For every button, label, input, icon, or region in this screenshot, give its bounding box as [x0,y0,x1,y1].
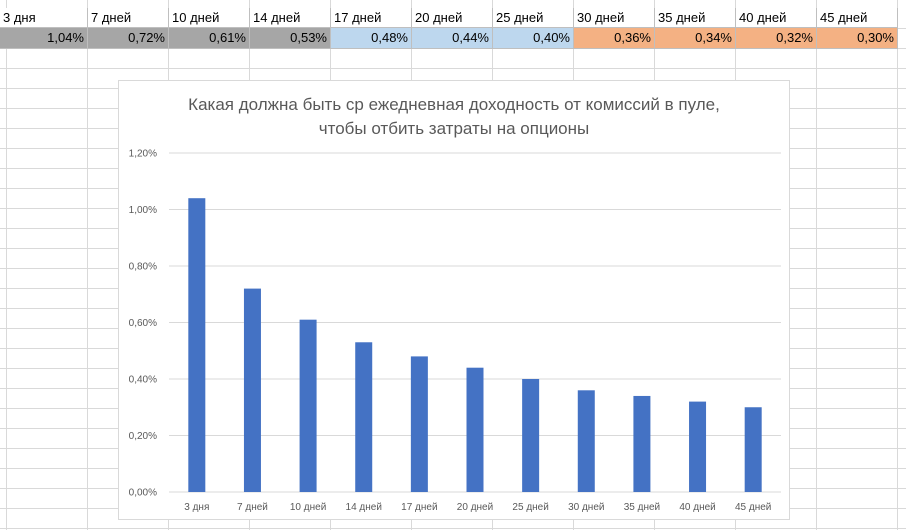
value-cell[interactable]: 0,61% [169,28,250,49]
x-tick-label: 45 дней [735,502,771,513]
x-tick-label: 25 дней [512,502,548,513]
value-cell[interactable]: 0,48% [331,28,412,49]
chart-plot: 0,00% 0,20% 0,40% 0,60% 0,80% 1,00% 1,20% 3 дня… [129,149,781,513]
chart-title-line-1: Какая должна быть ср ежедневная доходнос… [188,95,720,114]
bar[interactable] [633,395,651,492]
header-cell[interactable]: 30 дней [574,8,655,28]
value-cell[interactable]: 0,32% [736,28,817,49]
value-cell[interactable]: 0,53% [250,28,331,49]
header-cell[interactable]: 17 дней [331,8,412,28]
x-tick-label: 10 дней [290,502,326,513]
header-row: 3 дня 7 дней 10 дней 14 дней 17 дней 20 дней 2… [0,8,906,28]
bar[interactable] [577,390,595,492]
bar[interactable] [689,401,707,492]
x-tick-label: 35 дней [624,502,660,513]
y-tick-label: 0,80% [129,262,157,273]
header-cell[interactable]: 7 дней [88,8,169,28]
y-tick-label: 0,60% [129,318,157,329]
value-cell[interactable]: 1,04% [0,28,88,49]
value-cell[interactable]: 0,44% [412,28,493,49]
y-tick-label: 1,00% [129,205,157,216]
x-tick-label: 30 дней [568,502,604,513]
y-tick-label: 0,40% [129,375,157,386]
value-row: 1,04% 0,72% 0,61% 0,53% 0,48% 0,44% 0,40% 0,36%… [0,28,906,49]
x-tick-label: 3 дня [184,502,209,513]
chart-title: Какая должна быть ср ежедневная доходнос… [119,93,789,141]
bar[interactable] [410,356,428,492]
x-tick-label: 17 дней [401,502,437,513]
bar[interactable] [522,379,540,492]
x-tick-label: 20 дней [457,502,493,513]
bar[interactable] [466,367,484,492]
value-cell[interactable]: 0,40% [493,28,574,49]
header-cell[interactable]: 25 дней [493,8,574,28]
value-cell[interactable]: 0,36% [574,28,655,49]
header-cell[interactable]: 20 дней [412,8,493,28]
y-tick-label: 0,20% [129,431,157,442]
header-cell[interactable]: 14 дней [250,8,331,28]
value-cell[interactable]: 0,34% [655,28,736,49]
x-tick-label: 7 дней [237,502,268,513]
bar[interactable] [744,407,762,492]
bar[interactable] [188,198,206,492]
header-cell[interactable]: 10 дней [169,8,250,28]
x-tick-label: 14 дней [346,502,382,513]
y-tick-label: 0,00% [129,488,157,499]
value-cell[interactable]: 0,30% [817,28,898,49]
x-tick-label: 40 дней [679,502,715,513]
value-cell[interactable]: 0,72% [88,28,169,49]
bar[interactable] [299,319,317,492]
chart-title-line-2: чтобы отбить затраты на опционы [318,119,590,138]
header-cell[interactable]: 3 дня [0,8,88,28]
bar[interactable] [243,288,261,492]
header-cell[interactable]: 45 дней [817,8,898,28]
header-cell[interactable]: 40 дней [736,8,817,28]
header-cell[interactable]: 35 дней [655,8,736,28]
y-tick-label: 1,20% [129,149,157,160]
bar[interactable] [355,342,373,492]
chart[interactable]: Какая должна быть ср ежедневная доходнос… [118,80,790,520]
